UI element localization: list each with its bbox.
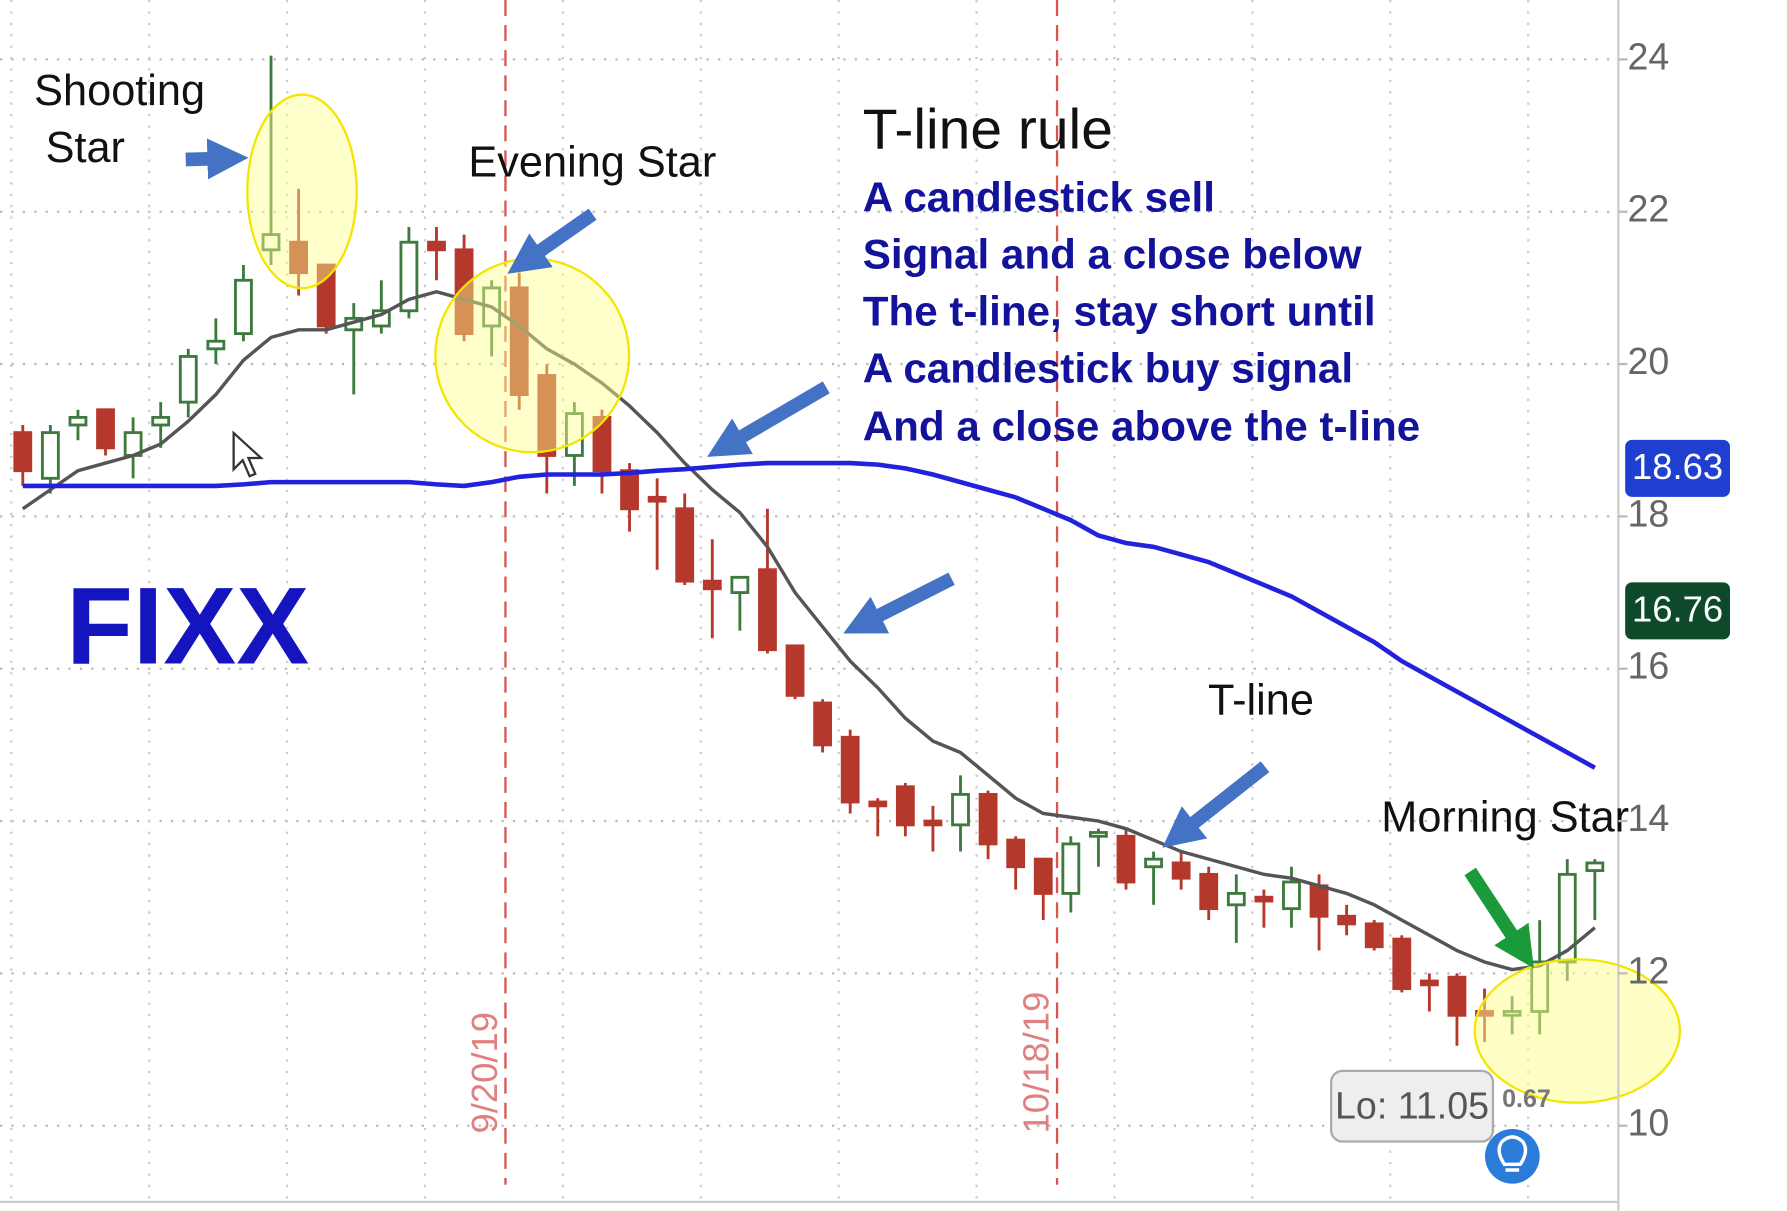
- arrow: [707, 381, 830, 457]
- rule-text: And a close above the t-line: [863, 403, 1420, 450]
- candle-body: [978, 792, 998, 846]
- y-tick-label: 10: [1627, 1102, 1669, 1144]
- x-tick-label: 10/18/19: [1015, 992, 1056, 1134]
- y-tick-label: 18: [1627, 492, 1669, 534]
- annotation: Evening Star: [468, 139, 716, 187]
- candle-body: [951, 792, 970, 827]
- candle-body: [206, 339, 226, 351]
- candle-body: [1254, 895, 1274, 903]
- y-tick-label: 12: [1627, 949, 1669, 991]
- candle-body: [454, 248, 474, 336]
- low-label: Lo: 11.05: [1335, 1084, 1489, 1126]
- rule-text: Signal and a close below: [863, 231, 1362, 278]
- candle-body: [1447, 975, 1467, 1017]
- arrow: [1162, 761, 1270, 848]
- price-tag: [1625, 582, 1731, 640]
- candle-body: [234, 278, 253, 336]
- candle-body: [1061, 842, 1081, 895]
- hint-icon[interactable]: [1484, 1128, 1540, 1184]
- candle-body: [813, 701, 833, 747]
- candle-body: [1171, 861, 1191, 880]
- highlight-ellipse: [246, 93, 358, 290]
- hint-icon-bulb: [1497, 1135, 1528, 1172]
- candle-body: [96, 408, 115, 450]
- candle-body: [1392, 937, 1412, 991]
- candle-body: [1337, 914, 1357, 926]
- y-tick-label: 16: [1627, 645, 1669, 687]
- arrows: [185, 138, 1534, 969]
- rule-title: T-line rule: [863, 97, 1113, 161]
- y-tick-label: 20: [1627, 340, 1669, 382]
- candle-body: [509, 286, 529, 396]
- candle-body: [1033, 857, 1053, 895]
- candle-body: [289, 240, 308, 275]
- candle-body: [537, 374, 557, 457]
- candle-body: [178, 355, 198, 404]
- candle-body: [1364, 922, 1384, 949]
- candle-body: [1006, 838, 1026, 869]
- y-tick-label: 22: [1627, 188, 1669, 230]
- candle-body: [1089, 831, 1108, 838]
- candle-body: [785, 644, 805, 697]
- x-tick-label: 9/20/19: [464, 1012, 505, 1134]
- candle-body: [40, 431, 60, 480]
- candle-body: [868, 800, 888, 808]
- candle-body: [647, 495, 667, 503]
- candle-body: [923, 819, 943, 827]
- y-tick-label: 14: [1627, 797, 1669, 839]
- candle-body: [1282, 880, 1301, 911]
- y-tick-label: 24: [1627, 35, 1669, 77]
- cursor-icon: [232, 430, 264, 478]
- low-tag: [1329, 1069, 1495, 1143]
- moving-average-line: [22, 460, 1596, 770]
- candle-body: [675, 507, 695, 583]
- candle-body: [1309, 884, 1329, 918]
- candle-body: [758, 568, 777, 652]
- candle-body: [1226, 891, 1246, 907]
- candle-body: [1199, 872, 1219, 911]
- rule-text: A candlestick buy signal: [863, 345, 1353, 392]
- candle-body: [1144, 857, 1163, 869]
- candle-body: [592, 415, 612, 473]
- rule-text: A candlestick sell: [863, 174, 1215, 221]
- candle-body: [427, 240, 446, 252]
- highlight-ellipse: [1473, 958, 1682, 1104]
- arrow: [507, 208, 597, 274]
- candle-body: [895, 785, 915, 827]
- candle-body: [151, 415, 171, 427]
- candle-body: [840, 735, 860, 804]
- candle-body: [261, 233, 281, 252]
- price-tag-label: 18.63: [1632, 446, 1723, 487]
- partial-label: 0.67: [1502, 1085, 1551, 1113]
- price-tag: [1625, 439, 1731, 497]
- annotation: Star: [46, 124, 125, 172]
- candle-body: [702, 579, 722, 591]
- candle-body: [13, 431, 33, 473]
- candle-body: [1116, 834, 1136, 884]
- arrow: [1464, 867, 1534, 969]
- arrow: [185, 138, 249, 180]
- arrow: [843, 572, 955, 634]
- candle-body: [620, 469, 639, 511]
- highlight-ellipse: [434, 257, 631, 454]
- candle-body: [68, 415, 88, 427]
- price-tag-label: 16.76: [1632, 589, 1723, 630]
- moving-average-line: [21, 289, 1596, 972]
- annotation: T-line: [1208, 676, 1314, 724]
- ticker: FIXX: [66, 565, 309, 687]
- candle-body: [1585, 861, 1605, 872]
- candle-body: [730, 575, 750, 594]
- rule-text: The t-line, stay short until: [863, 288, 1376, 335]
- annotation: Morning Star: [1381, 794, 1629, 842]
- candle-body: [399, 240, 419, 313]
- candle-body: [1419, 979, 1439, 987]
- annotation: Shooting: [34, 67, 205, 115]
